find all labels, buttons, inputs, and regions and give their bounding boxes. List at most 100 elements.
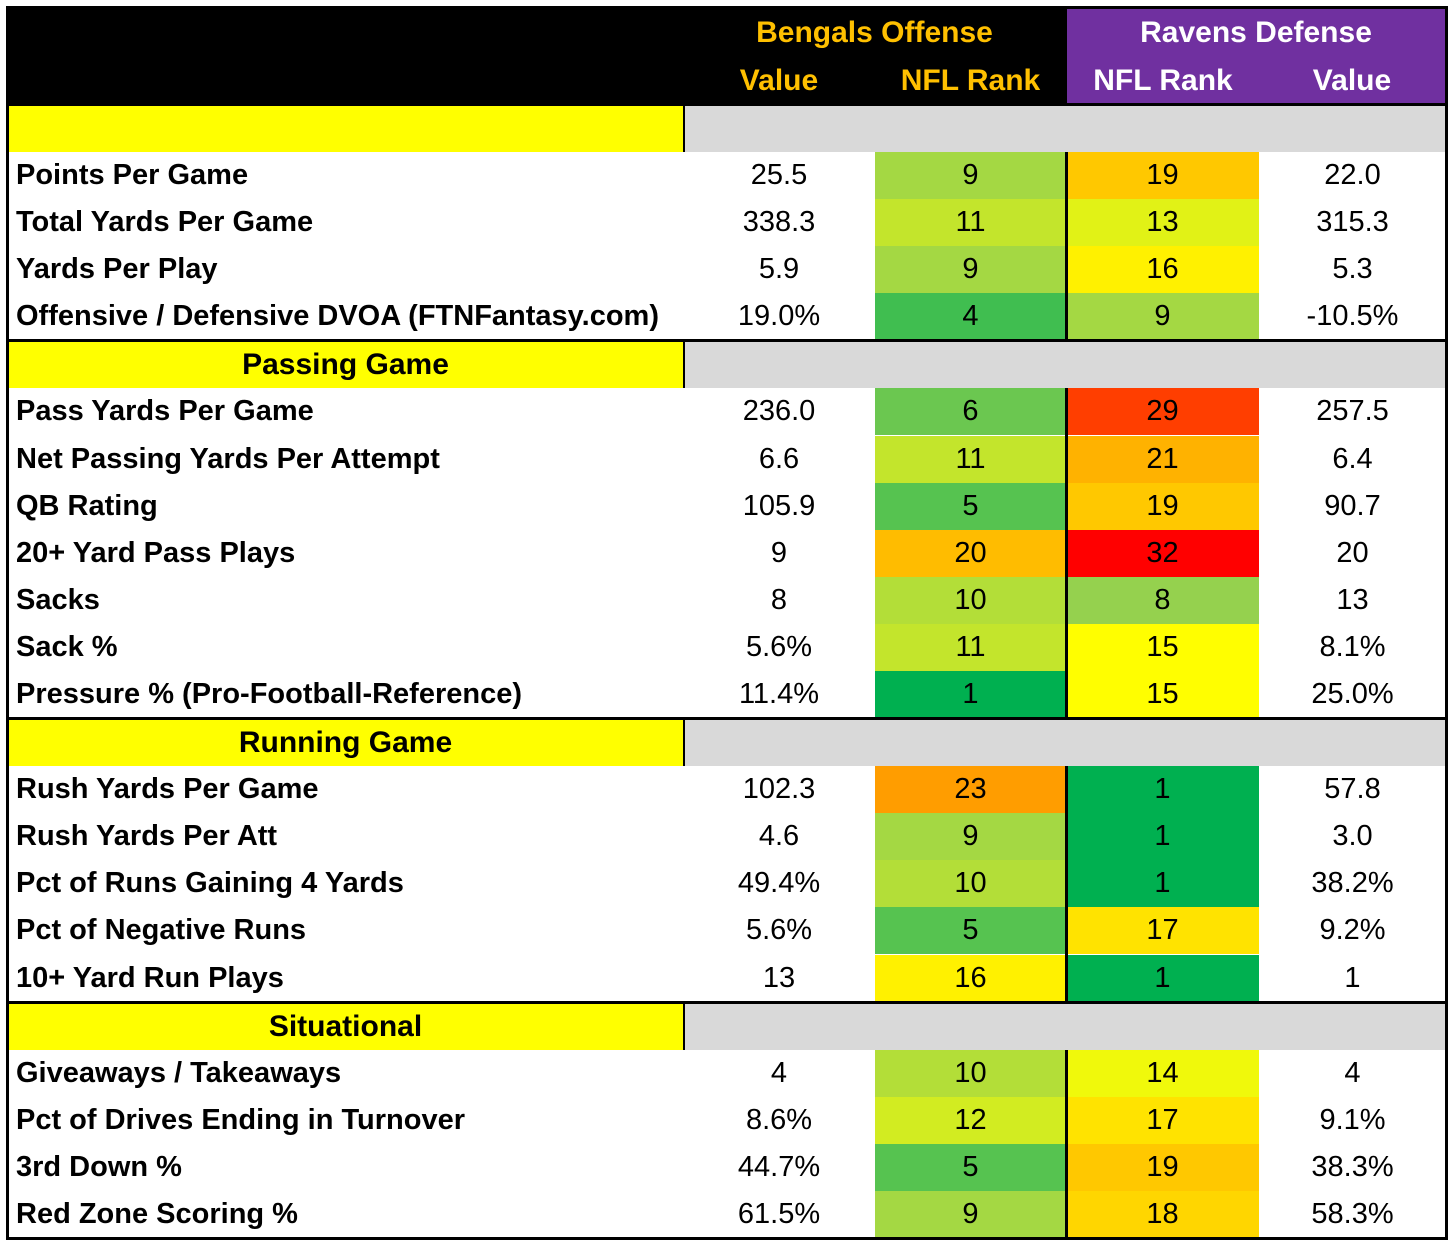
bengals-title: Bengals Offense bbox=[756, 16, 993, 49]
stat-label: Pct of Negative Runs bbox=[16, 914, 307, 947]
ravens-rank-cell: 9 bbox=[1066, 293, 1259, 341]
bengals-value-cell: 236.0 bbox=[742, 395, 816, 428]
bengals-value-cell: 6.6 bbox=[758, 442, 800, 475]
section-gray-band bbox=[683, 340, 1446, 389]
ravens-value-cell: 13 bbox=[1336, 583, 1369, 616]
ravens-value-cell: 6.4 bbox=[1332, 442, 1373, 475]
bengals-rank-cell: 9 bbox=[875, 1190, 1066, 1238]
rank-divider bbox=[1065, 766, 1068, 1002]
ravens-rank-cell: 1 bbox=[1066, 954, 1259, 1002]
ravens-value-cell: -10.5% bbox=[1306, 300, 1399, 333]
bengals-rank-cell: 12 bbox=[875, 1096, 1066, 1144]
ravens-value-cell: 20 bbox=[1336, 536, 1369, 569]
stat-label: Rush Yards Per Game bbox=[16, 773, 319, 806]
ravens-rank-cell: 13 bbox=[1066, 199, 1259, 247]
section-gray-band bbox=[683, 718, 1446, 767]
ravens-rank-header: NFL Rank bbox=[1093, 64, 1233, 97]
ravens-rank-cell: 32 bbox=[1066, 529, 1259, 577]
ravens-value-cell: 38.2% bbox=[1311, 867, 1394, 900]
ravens-rank-cell: 1 bbox=[1066, 766, 1259, 814]
stat-label: Net Passing Yards Per Attempt bbox=[16, 442, 440, 475]
ravens-value-cell: 257.5 bbox=[1316, 395, 1389, 428]
bengals-rank-cell: 5 bbox=[875, 1143, 1066, 1191]
ravens-value-cell: 9.2% bbox=[1319, 914, 1386, 947]
stat-label: Pressure % (Pro-Football-Reference) bbox=[16, 678, 523, 711]
ravens-rank-cell: 19 bbox=[1066, 482, 1259, 530]
label-divider bbox=[683, 104, 685, 152]
section-title: Passing Game bbox=[242, 348, 449, 382]
bengals-value-cell: 61.5% bbox=[737, 1197, 821, 1230]
stat-label: Sacks bbox=[16, 583, 100, 616]
ravens-value-cell: 315.3 bbox=[1316, 206, 1389, 239]
ravens-value-cell: 90.7 bbox=[1324, 489, 1381, 522]
stat-label: Sack % bbox=[16, 630, 118, 663]
ravens-value-cell: 5.3 bbox=[1332, 253, 1373, 286]
ravens-rank-cell: 17 bbox=[1066, 1096, 1259, 1144]
stat-label: Offensive / Defensive DVOA (FTNFantasy.c… bbox=[16, 300, 659, 333]
label-divider bbox=[683, 1001, 685, 1050]
bengals-value-cell: 105.9 bbox=[742, 489, 816, 522]
stat-label: QB Rating bbox=[16, 489, 158, 522]
ravens-rank-cell: 21 bbox=[1066, 435, 1259, 483]
bengals-value-cell: 8 bbox=[770, 583, 788, 616]
bengals-rank-cell: 16 bbox=[875, 954, 1066, 1002]
bengals-value-cell: 25.5 bbox=[750, 159, 808, 192]
bengals-value-cell: 338.3 bbox=[742, 206, 816, 239]
bengals-value-cell: 4 bbox=[770, 1056, 788, 1089]
ravens-value-cell: 22.0 bbox=[1324, 159, 1381, 192]
ravens-rank-cell: 1 bbox=[1066, 860, 1259, 908]
bengals-rank-cell: 5 bbox=[875, 482, 1066, 530]
bengals-value-cell: 11.4% bbox=[738, 678, 820, 711]
bengals-value-cell: 5.9 bbox=[758, 253, 800, 286]
stat-label: Points Per Game bbox=[16, 159, 249, 192]
stat-label: Yards Per Play bbox=[16, 253, 218, 286]
bengals-rank-cell: 10 bbox=[875, 576, 1066, 624]
bengals-rank-cell: 6 bbox=[875, 388, 1066, 436]
ravens-value-cell: 4 bbox=[1344, 1056, 1361, 1089]
section-label-cell bbox=[8, 340, 683, 389]
section-title: Situational bbox=[268, 1009, 423, 1043]
bengals-rank-cell: 4 bbox=[875, 293, 1066, 341]
ravens-value-cell: 1 bbox=[1344, 961, 1361, 994]
rank-divider bbox=[1065, 1049, 1068, 1238]
stat-label: 10+ Yard Run Plays bbox=[16, 961, 284, 994]
bengals-value-cell: 44.7% bbox=[737, 1150, 821, 1183]
bengals-value-cell: 13 bbox=[762, 961, 796, 994]
stat-label: 3rd Down % bbox=[16, 1150, 182, 1183]
rank-divider bbox=[1065, 152, 1068, 341]
ravens-value-cell: 38.3% bbox=[1311, 1150, 1394, 1183]
bengals-rank-cell: 11 bbox=[875, 623, 1066, 671]
section-label-cell bbox=[8, 1001, 683, 1050]
bengals-rank-cell: 5 bbox=[875, 907, 1066, 955]
bengals-rank-cell: 9 bbox=[875, 813, 1066, 861]
section-border bbox=[8, 717, 1446, 721]
label-divider bbox=[683, 718, 685, 767]
stat-label: Rush Yards Per Att bbox=[16, 820, 278, 853]
bengals-value-cell: 5.6% bbox=[745, 630, 813, 663]
section-border bbox=[8, 103, 1446, 106]
section-border bbox=[8, 1000, 1446, 1004]
bengals-rank-header: NFL Rank bbox=[900, 64, 1041, 97]
ravens-rank-cell: 19 bbox=[1066, 1143, 1259, 1191]
bengals-value-cell: 49.4% bbox=[737, 867, 821, 900]
ravens-value-cell: 25.0% bbox=[1311, 678, 1394, 711]
section-label-cell bbox=[8, 718, 683, 767]
table-frame bbox=[6, 6, 1448, 1240]
bengals-value-header: Value bbox=[739, 64, 819, 97]
bengals-rank-cell: 10 bbox=[875, 860, 1066, 908]
bengals-value-cell: 9 bbox=[770, 536, 788, 569]
ravens-rank-cell: 19 bbox=[1066, 152, 1259, 200]
stat-label: Total Yards Per Game bbox=[16, 206, 314, 239]
bengals-rank-cell: 9 bbox=[875, 152, 1066, 200]
bengals-rank-cell: 20 bbox=[875, 529, 1066, 577]
ravens-header-block bbox=[1067, 8, 1445, 103]
section-label-cell bbox=[8, 104, 683, 152]
ravens-value-cell: 58.3% bbox=[1311, 1197, 1394, 1230]
ravens-rank-cell: 1 bbox=[1066, 813, 1259, 861]
ravens-rank-cell: 15 bbox=[1066, 671, 1259, 719]
ravens-value-cell: 3.0 bbox=[1332, 820, 1373, 853]
header-bar bbox=[8, 8, 1067, 103]
bengals-rank-cell: 11 bbox=[875, 199, 1066, 247]
bengals-rank-cell: 9 bbox=[875, 246, 1066, 294]
